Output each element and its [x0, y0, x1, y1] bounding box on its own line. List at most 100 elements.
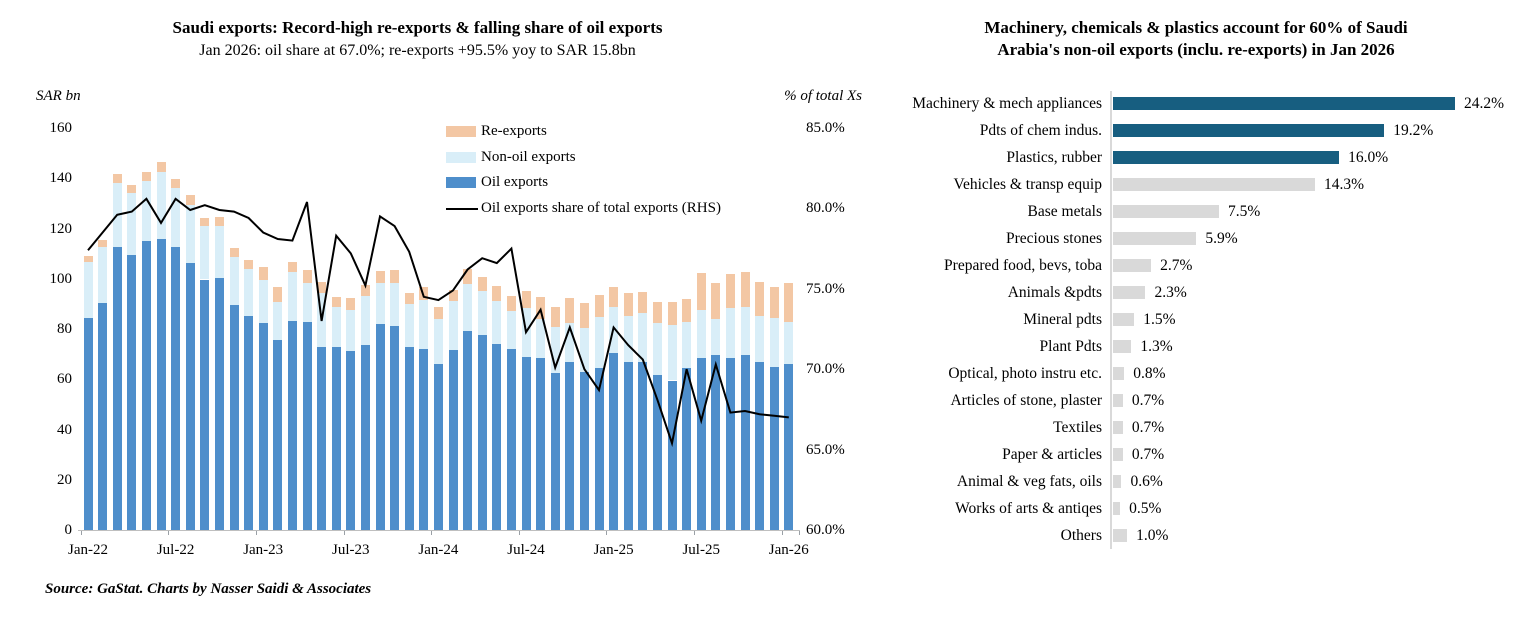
- bar-segment-oil-exports: [463, 330, 473, 530]
- bar-segment-re-exports: [287, 261, 297, 273]
- y-axis-tick-label-right: 70.0%: [806, 361, 845, 378]
- legend-swatch-non-oil-exports: [446, 151, 476, 163]
- category-value-label: 19.2%: [1393, 122, 1434, 139]
- bar-segment-non-oil-exports: [711, 318, 721, 355]
- bar-segment-re-exports: [229, 248, 239, 258]
- bar-segment-oil-exports: [594, 368, 604, 530]
- x-axis-tick-label: Jul-24: [507, 542, 545, 558]
- category-row: Machinery & mech appliances 24.2%: [880, 90, 1526, 117]
- y-axis-tick-label-right: 60.0%: [806, 522, 845, 538]
- bar-segment-re-exports: [448, 290, 458, 301]
- bar-segment-re-exports: [711, 282, 721, 319]
- bar-segment-oil-exports: [83, 318, 93, 530]
- category-axis-line: [1110, 91, 1112, 549]
- category-label: Vehicles & transp equip: [953, 176, 1102, 193]
- legend-label: Oil exports: [481, 174, 549, 190]
- y-axis-tick-label-left: 140: [49, 170, 73, 187]
- y-axis-tick-label-left: 0: [64, 522, 73, 538]
- legend-line-oil-share: [446, 207, 478, 210]
- category-row: Prepared food, bevs, toba 2.7%: [880, 252, 1526, 279]
- category-label: Precious stones: [1005, 230, 1102, 247]
- bar-segment-re-exports: [696, 273, 706, 310]
- bar-segment-oil-exports: [682, 368, 692, 530]
- bar-segment-non-oil-exports: [609, 307, 619, 354]
- bar-segment-re-exports: [565, 298, 575, 324]
- category-bar: [1113, 124, 1385, 137]
- x-axis-tickmark: [80, 531, 82, 535]
- y-axis-tick-label-right: 80.0%: [806, 200, 845, 217]
- bar-segment-re-exports: [550, 306, 560, 327]
- right-chart-title-line1: Machinery, chemicals & plastics account …: [984, 18, 1408, 37]
- category-bar: [1113, 421, 1123, 434]
- bar-segment-non-oil-exports: [258, 279, 268, 324]
- category-value-label: 1.3%: [1140, 338, 1173, 355]
- bar-segment-oil-exports: [623, 361, 633, 530]
- bar-segment-non-oil-exports: [565, 323, 575, 362]
- bar-segment-oil-exports: [258, 323, 268, 530]
- bar-segment-non-oil-exports: [404, 303, 414, 347]
- x-axis-tickmark: [606, 531, 608, 535]
- bar-segment-oil-exports: [98, 302, 108, 530]
- bar-segment-oil-exports: [214, 278, 224, 530]
- bar-segment-re-exports: [492, 286, 502, 302]
- category-bar: [1113, 205, 1219, 218]
- left-axis-caption: SAR bn: [36, 88, 81, 104]
- right-chart-title-line2: Arabia's non-oil exports (inclu. re-expo…: [997, 40, 1395, 59]
- category-value-label: 24.2%: [1463, 95, 1504, 112]
- bar-segment-re-exports: [609, 286, 619, 308]
- category-value-label: 7.5%: [1227, 203, 1261, 220]
- y-axis-tick-label-left: 40: [57, 421, 72, 438]
- bar-segment-non-oil-exports: [594, 316, 604, 369]
- category-row: Plastics, rubber 16.0%: [880, 144, 1526, 171]
- bar-segment-non-oil-exports: [141, 180, 151, 242]
- x-axis-tickmark: [431, 531, 433, 535]
- bar-segment-re-exports: [112, 174, 122, 184]
- bar-segment-oil-exports: [112, 247, 122, 530]
- bar-segment-non-oil-exports: [360, 296, 370, 346]
- category-row: Others 1.0%: [880, 522, 1526, 549]
- y-axis-tick-label-left: 160: [49, 120, 73, 136]
- bar-segment-non-oil-exports: [302, 282, 312, 322]
- bar-segment-non-oil-exports: [433, 319, 443, 365]
- category-row: Mineral pdts 1.5%: [880, 306, 1526, 333]
- bar-segment-oil-exports: [725, 357, 735, 530]
- category-value-label: 1.0%: [1136, 527, 1169, 544]
- x-axis-tickmark: [799, 531, 800, 535]
- bar-segment-re-exports: [302, 269, 312, 283]
- bar-segment-non-oil-exports: [200, 226, 210, 280]
- category-bar: [1113, 394, 1123, 407]
- category-label: Plastics, rubber: [1006, 149, 1102, 166]
- category-bar: [1113, 97, 1455, 110]
- bar-segment-re-exports: [755, 281, 765, 316]
- bar-segment-oil-exports: [200, 279, 210, 530]
- bar-segment-oil-exports: [185, 262, 195, 530]
- bar-segment-non-oil-exports: [375, 282, 385, 324]
- bar-segment-non-oil-exports: [463, 283, 473, 331]
- category-value-label: 5.9%: [1205, 230, 1238, 247]
- category-value-label: 0.8%: [1133, 365, 1166, 382]
- bar-segment-non-oil-exports: [98, 247, 108, 303]
- bar-segment-re-exports: [404, 292, 414, 304]
- category-row: Vehicles & transp equip 14.3%: [880, 171, 1526, 198]
- legend-label: Re-exports: [481, 123, 547, 139]
- category-row: Animals &pdts 2.3%: [880, 279, 1526, 306]
- category-row: Paper & articles 0.7%: [880, 441, 1526, 468]
- bar-segment-oil-exports: [360, 345, 370, 530]
- bar-segment-re-exports: [594, 295, 604, 317]
- hbar-plot: Machinery & mech appliances 24.2% Pdts of …: [880, 90, 1526, 550]
- bar-segment-non-oil-exports: [696, 309, 706, 359]
- bar-segment-oil-exports: [565, 361, 575, 530]
- category-row: Articles of stone, plaster 0.7%: [880, 387, 1526, 414]
- left-chart-title: Saudi exports: Record-high re-exports & …: [172, 18, 663, 37]
- bar-segment-re-exports: [390, 270, 400, 283]
- bar-segment-non-oil-exports: [784, 322, 794, 365]
- bar-segment-non-oil-exports: [244, 268, 254, 317]
- category-value-label: 2.7%: [1160, 257, 1193, 274]
- category-label: Paper & articles: [1002, 446, 1102, 463]
- category-label: Pdts of chem indus.: [979, 122, 1102, 139]
- bar-segment-re-exports: [360, 285, 370, 297]
- bar-segment-re-exports: [419, 286, 429, 301]
- right-chart: Machinery, chemicals & plastics account …: [870, 0, 1526, 624]
- category-label: Others: [1060, 527, 1102, 544]
- category-bar: [1113, 340, 1132, 353]
